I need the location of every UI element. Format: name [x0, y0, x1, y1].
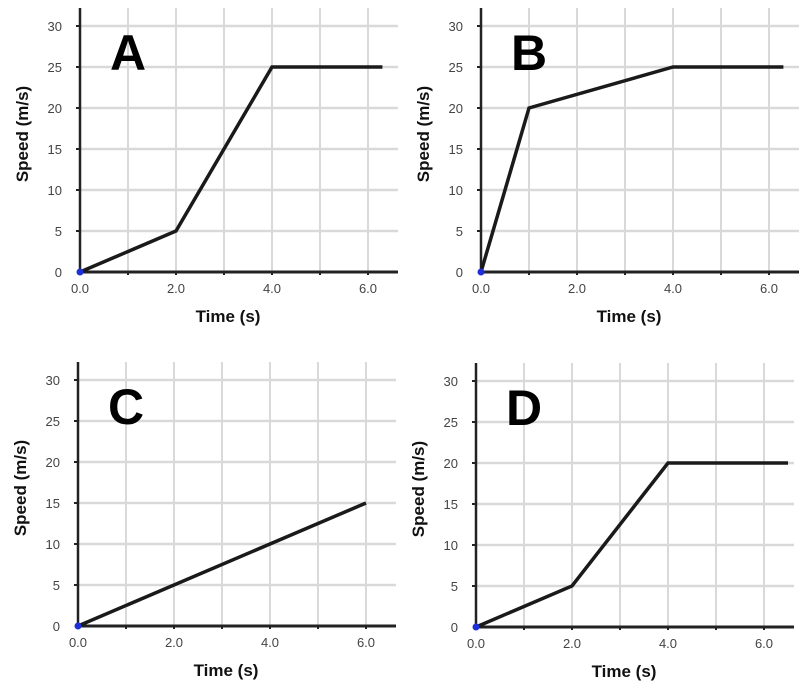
y-tick-label: 30 — [449, 19, 463, 34]
y-tick-label: 0 — [53, 619, 60, 634]
origin-marker — [76, 268, 84, 276]
y-tick-label: 10 — [46, 537, 60, 552]
x-tick-label: 2.0 — [165, 635, 183, 650]
panel-letter: D — [506, 380, 542, 436]
y-tick-label: 20 — [46, 455, 60, 470]
x-tick-label: 0.0 — [69, 635, 87, 650]
x-tick-label: 2.0 — [563, 636, 581, 651]
x-axis-title: Time (s) — [194, 661, 259, 680]
y-tick-label: 5 — [55, 224, 62, 239]
gridlines — [80, 8, 398, 272]
y-tick-label: 15 — [46, 496, 60, 511]
y-tick-label: 5 — [451, 579, 458, 594]
x-axis-title: Time (s) — [592, 662, 657, 681]
x-axis-title: Time (s) — [196, 307, 261, 326]
x-tick-label: 6.0 — [755, 636, 773, 651]
y-tick-label: 0 — [456, 265, 463, 280]
x-tick-label: 0.0 — [472, 281, 490, 296]
x-tick-label: 4.0 — [664, 281, 682, 296]
speed-line — [77, 501, 367, 628]
panel-letter: A — [110, 25, 146, 81]
y-tick-label: 0 — [451, 620, 458, 635]
y-tick-label: 10 — [48, 183, 62, 198]
y-axis-title: Speed (m/s) — [414, 86, 433, 182]
speed-line — [79, 65, 383, 274]
y-tick-label: 30 — [444, 374, 458, 389]
gridlines — [78, 362, 396, 626]
x-tick-label: 6.0 — [760, 281, 778, 296]
y-tick-label: 0 — [55, 265, 62, 280]
y-tick-label: 25 — [449, 60, 463, 75]
panel-letter: B — [511, 25, 547, 81]
y-tick-label: 25 — [48, 60, 62, 75]
panel-letter: C — [108, 379, 144, 435]
y-tick-label: 30 — [48, 19, 62, 34]
y-tick-label: 20 — [444, 456, 458, 471]
y-tick-label: 30 — [46, 373, 60, 388]
y-tick-label: 20 — [48, 101, 62, 116]
y-tick-label: 25 — [46, 414, 60, 429]
y-axis-title: Speed (m/s) — [11, 440, 30, 536]
x-axis-title: Time (s) — [597, 307, 662, 326]
x-tick-label: 2.0 — [568, 281, 586, 296]
speed-line — [475, 461, 788, 629]
y-tick-label: 5 — [53, 578, 60, 593]
y-tick-label: 5 — [456, 224, 463, 239]
x-tick-label: 6.0 — [357, 635, 375, 650]
x-tick-label: 4.0 — [659, 636, 677, 651]
origin-marker — [472, 623, 480, 631]
y-axis-title: Speed (m/s) — [13, 86, 32, 182]
y-tick-label: 15 — [48, 142, 62, 157]
x-tick-label: 0.0 — [71, 281, 89, 296]
y-tick-label: 15 — [449, 142, 463, 157]
origin-marker — [477, 268, 485, 276]
x-tick-label: 4.0 — [261, 635, 279, 650]
x-tick-label: 2.0 — [167, 281, 185, 296]
x-tick-label: 0.0 — [467, 636, 485, 651]
y-tick-label: 25 — [444, 415, 458, 430]
y-axis-title: Speed (m/s) — [409, 441, 428, 537]
y-tick-label: 10 — [444, 538, 458, 553]
gridlines — [476, 363, 794, 627]
y-tick-label: 10 — [449, 183, 463, 198]
y-tick-label: 20 — [449, 101, 463, 116]
x-tick-label: 6.0 — [359, 281, 377, 296]
origin-marker — [74, 622, 82, 630]
speed-line — [479, 65, 784, 273]
x-tick-label: 4.0 — [263, 281, 281, 296]
y-tick-label: 15 — [444, 497, 458, 512]
